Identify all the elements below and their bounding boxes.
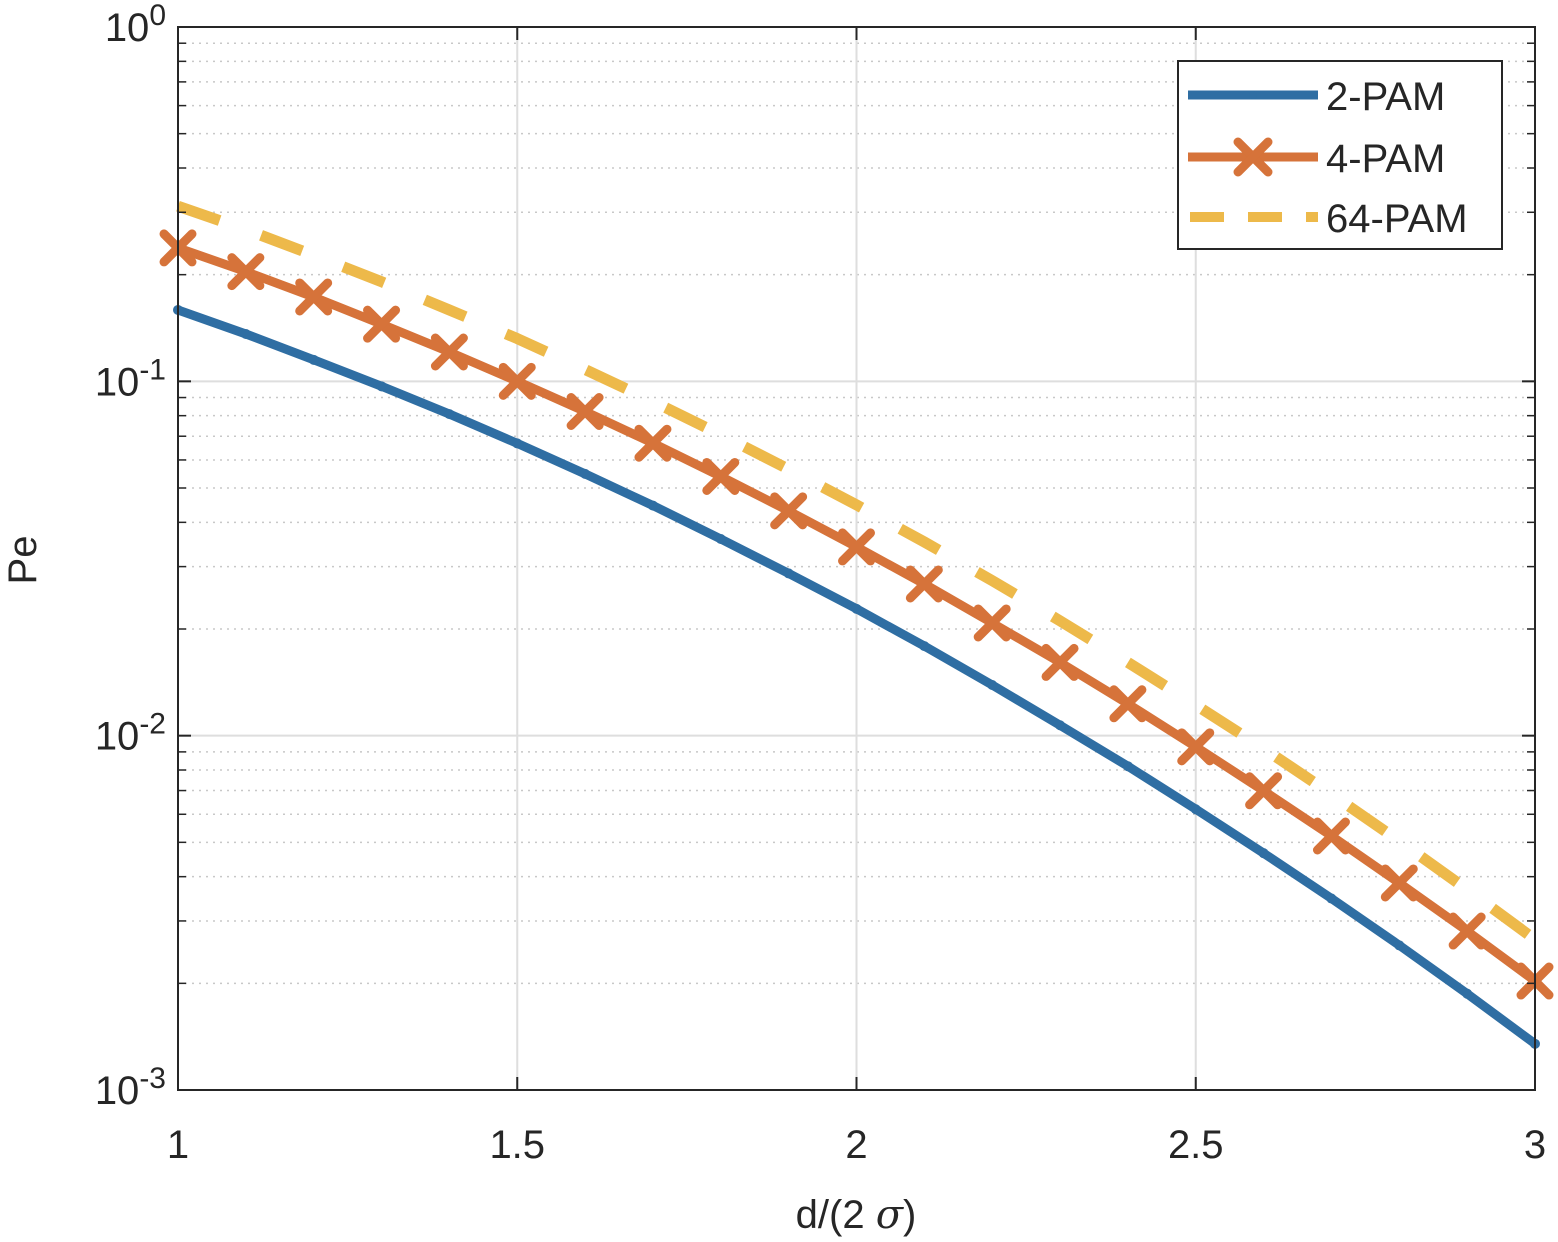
data-point-4-pam	[227, 253, 265, 291]
ticks: 1 1.5 2 2.5 3 100 10-1 10-2 10-3	[95, 0, 1546, 1167]
data-point-2-pam	[1122, 761, 1133, 772]
data-point-2-pam	[1326, 893, 1337, 904]
data-point-2-pam	[851, 603, 862, 614]
data-point-4-pam	[1380, 864, 1418, 902]
data-point-4-pam	[838, 528, 875, 566]
data-point-4-pam	[498, 362, 536, 400]
data-point-2-pam	[444, 409, 455, 420]
data-point-2-pam	[1055, 720, 1066, 731]
x-tick-label: 1.5	[489, 1123, 545, 1167]
series-line-64-pam	[176, 201, 1539, 944]
data-point-4-pam	[1312, 817, 1350, 855]
legend-marker-2-pam	[1249, 91, 1257, 99]
data-point-2-pam	[987, 679, 998, 690]
data-point-4-pam	[634, 424, 672, 462]
y-tick-label: 10-2	[95, 708, 166, 759]
data-point-4-pam	[430, 333, 468, 371]
x-tick-label: 1	[167, 1123, 189, 1167]
data-point-4-pam	[905, 565, 943, 603]
x-axis-label: d/(2 σ)	[796, 1192, 917, 1238]
data-point-2-pam	[1190, 804, 1201, 815]
data-point-4-pam	[973, 604, 1011, 642]
data-point-2-pam	[715, 533, 726, 544]
series-layer	[159, 201, 1554, 1049]
data-point-2-pam	[783, 568, 794, 579]
data-point-2-pam	[580, 468, 591, 479]
data-point-4-pam	[702, 457, 740, 495]
legend-marker-4-pam	[1233, 137, 1273, 177]
data-point-2-pam	[647, 500, 658, 511]
y-axis-label: Pe	[1, 536, 45, 585]
data-point-4-pam	[1041, 643, 1079, 681]
y-tick-label: 100	[105, 0, 166, 50]
data-point-4-pam	[1109, 685, 1147, 723]
data-point-4-pam	[566, 392, 604, 430]
legend-label-2-pam: 2-PAM	[1326, 75, 1445, 119]
data-point-4-pam	[363, 305, 401, 343]
x-tick-label: 3	[1524, 1123, 1546, 1167]
y-tick-label: 10-3	[95, 1062, 166, 1113]
data-point-2-pam	[376, 381, 387, 392]
data-point-4-pam	[1177, 728, 1215, 766]
x-tick-label: 2.5	[1168, 1123, 1224, 1167]
x-tick-label: 2	[845, 1123, 867, 1167]
y-tick-label: 10-1	[95, 353, 166, 404]
data-point-4-pam	[770, 492, 808, 530]
data-point-4-pam	[1245, 772, 1283, 810]
data-point-2-pam	[308, 354, 319, 365]
data-point-2-pam	[512, 438, 523, 449]
data-point-4-pam	[1448, 912, 1486, 950]
data-point-4-pam	[295, 278, 333, 316]
legend: 2-PAM 4-PAM 64-PAM	[1177, 60, 1503, 250]
legend-label-64-pam: 64-PAM	[1326, 197, 1468, 241]
data-point-2-pam	[919, 641, 930, 652]
data-point-2-pam	[1258, 848, 1269, 859]
data-point-2-pam	[1394, 940, 1405, 951]
data-point-2-pam	[1462, 988, 1473, 999]
legend-label-4-pam: 4-PAM	[1326, 137, 1445, 181]
data-point-2-pam	[240, 329, 251, 340]
